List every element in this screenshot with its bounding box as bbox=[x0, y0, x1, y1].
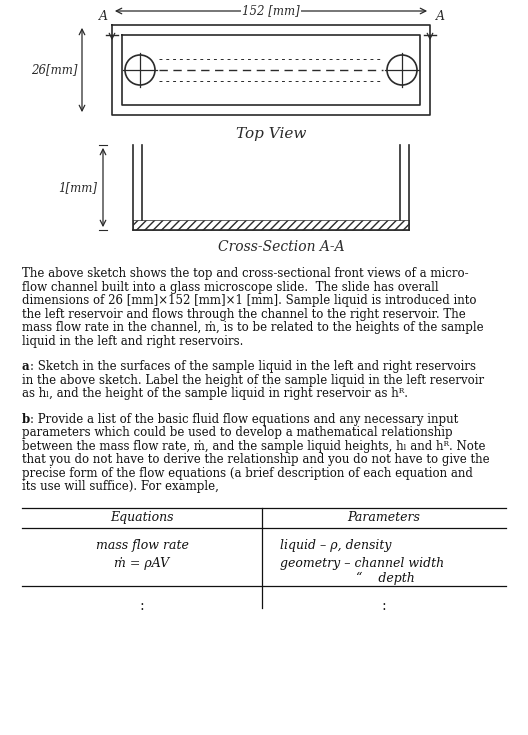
Text: : Provide a list of the basic fluid flow equations and any necessary input: : Provide a list of the basic fluid flow… bbox=[30, 412, 458, 426]
Text: as hₗ, and the height of the sample liquid in right reservoir as hᴿ.: as hₗ, and the height of the sample liqu… bbox=[22, 387, 408, 400]
Text: precise form of the flow equations (a brief description of each equation and: precise form of the flow equations (a br… bbox=[22, 467, 473, 479]
Text: 1[mm]: 1[mm] bbox=[58, 181, 97, 194]
Text: :: : bbox=[382, 600, 386, 614]
Text: that you do not have to derive the relationship and you do not have to give the: that you do not have to derive the relat… bbox=[22, 453, 489, 466]
Text: Equations: Equations bbox=[110, 511, 174, 524]
Text: geometry – channel width: geometry – channel width bbox=[280, 556, 444, 570]
Text: in the above sketch. Label the height of the sample liquid in the left reservoir: in the above sketch. Label the height of… bbox=[22, 373, 484, 387]
Text: dimensions of 26 [mm]×152 [mm]×1 [mm]. Sample liquid is introduced into: dimensions of 26 [mm]×152 [mm]×1 [mm]. S… bbox=[22, 294, 476, 307]
Text: :: : bbox=[140, 600, 144, 614]
Text: mass flow rate in the channel, ṁ, is to be related to the heights of the sample: mass flow rate in the channel, ṁ, is to … bbox=[22, 321, 484, 334]
Text: 152 [mm]: 152 [mm] bbox=[242, 4, 300, 18]
Text: “    depth: “ depth bbox=[328, 572, 415, 585]
Text: Top View: Top View bbox=[236, 127, 306, 141]
Text: the left reservoir and flows through the channel to the right reservoir. The: the left reservoir and flows through the… bbox=[22, 307, 466, 320]
Bar bbox=[133, 220, 409, 230]
Text: A: A bbox=[99, 10, 108, 23]
Text: Cross-Section A-A: Cross-Section A-A bbox=[218, 240, 344, 254]
Text: its use will suffice). For example,: its use will suffice). For example, bbox=[22, 480, 219, 493]
Text: parameters which could be used to develop a mathematical relationship: parameters which could be used to develo… bbox=[22, 426, 452, 439]
Text: Parameters: Parameters bbox=[347, 511, 420, 524]
Text: The above sketch shows the top and cross-sectional front views of a micro-: The above sketch shows the top and cross… bbox=[22, 267, 469, 280]
Text: a: a bbox=[22, 360, 30, 373]
Text: flow channel built into a glass microscope slide.  The slide has overall: flow channel built into a glass microsco… bbox=[22, 281, 439, 293]
Text: between the mass flow rate, ṁ, and the sample liquid heights, hₗ and hᴿ. Note: between the mass flow rate, ṁ, and the s… bbox=[22, 440, 486, 453]
Text: b: b bbox=[22, 412, 30, 426]
Text: mass flow rate: mass flow rate bbox=[96, 539, 188, 553]
Text: liquid – ρ, density: liquid – ρ, density bbox=[280, 539, 391, 553]
Text: A: A bbox=[436, 10, 445, 23]
Text: : Sketch in the surfaces of the sample liquid in the left and right reservoirs: : Sketch in the surfaces of the sample l… bbox=[30, 360, 476, 373]
Text: liquid in the left and right reservoirs.: liquid in the left and right reservoirs. bbox=[22, 334, 243, 348]
Text: 26[mm]: 26[mm] bbox=[32, 63, 78, 76]
Text: ṁ = ρAV: ṁ = ρAV bbox=[115, 558, 169, 570]
